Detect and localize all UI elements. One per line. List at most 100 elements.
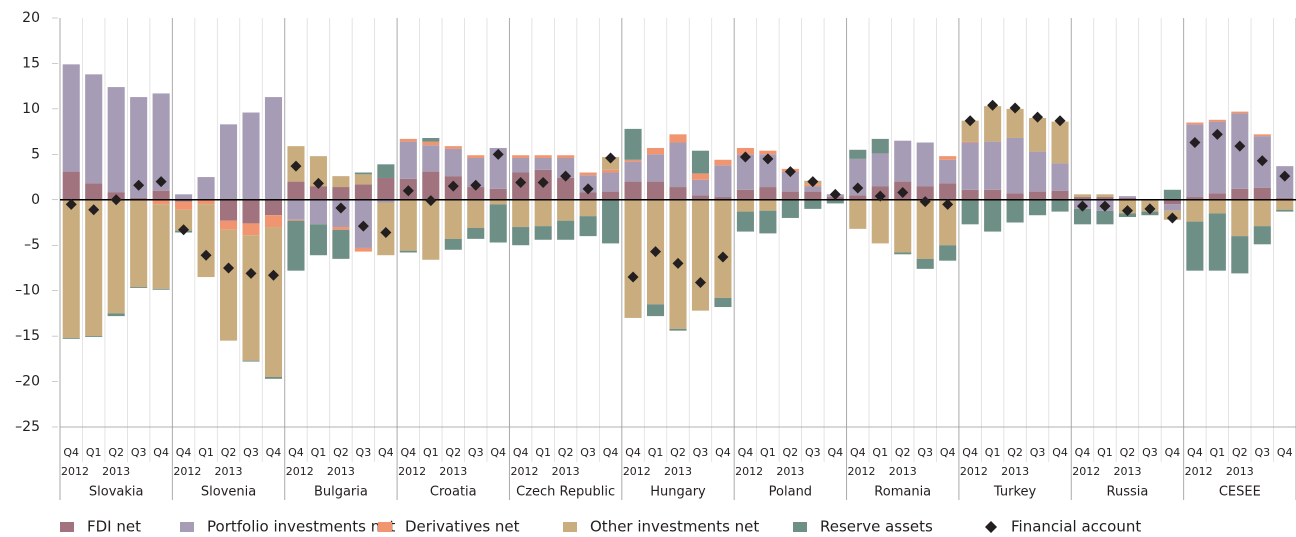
bar-segment — [1163, 204, 1181, 211]
bar-segment — [354, 172, 372, 175]
bar-segment — [669, 187, 687, 200]
x-tick-label: Q2 — [895, 446, 911, 459]
x-tick-label: Q2 — [108, 446, 124, 459]
bar-segment — [152, 190, 170, 200]
marker — [964, 115, 976, 127]
bar-segment — [871, 153, 889, 187]
marker — [447, 180, 459, 192]
year-label: 2013 — [215, 465, 243, 478]
bar-segment — [961, 141, 979, 143]
bar-segment — [579, 199, 597, 217]
year-label: 2013 — [1113, 465, 1141, 478]
bar-segment — [85, 74, 103, 184]
bar-segment — [1186, 124, 1204, 198]
x-tick-label: Q4 — [738, 446, 754, 459]
marker — [223, 262, 235, 274]
x-tick-label: Q4 — [1075, 446, 1091, 459]
x-tick-label: Q4 — [400, 446, 416, 459]
year-label: 2013 — [776, 465, 804, 478]
bar-segment — [939, 183, 957, 200]
bar-segment — [849, 199, 867, 229]
x-tick-label: Q1 — [1210, 446, 1226, 459]
bar-segment — [534, 155, 552, 158]
bar-segment — [961, 189, 979, 200]
marker — [1077, 200, 1089, 212]
x-tick-label: Q2 — [558, 446, 574, 459]
group-label: Slovenia — [201, 485, 256, 500]
x-tick-label: Q4 — [1165, 446, 1181, 459]
x-tick-label: Q4 — [603, 446, 619, 459]
legend-label: Financial account — [1011, 518, 1141, 536]
x-tick-label: Q2 — [221, 446, 237, 459]
bar-segment — [759, 154, 777, 188]
x-tick-label: Q4 — [288, 446, 304, 459]
marker — [1256, 155, 1268, 167]
bar-segment — [220, 220, 238, 230]
x-tick-label: Q1 — [423, 446, 439, 459]
bar-segment — [781, 171, 799, 192]
x-tick-label: Q1 — [648, 446, 664, 459]
bar-segment — [984, 189, 1002, 200]
x-tick-label: Q3 — [693, 446, 709, 459]
marker — [290, 160, 302, 172]
bar-segment — [691, 173, 710, 180]
legend-label: Other investments net — [590, 518, 759, 536]
x-tick-label: Q3 — [805, 446, 821, 459]
x-tick-label: Q4 — [1052, 446, 1068, 459]
bar-segment — [961, 142, 979, 190]
bar-segment — [399, 250, 417, 253]
bar-segment — [422, 171, 440, 200]
year-label: 2012 — [510, 465, 538, 478]
bar-segment — [579, 216, 597, 237]
marker — [200, 249, 212, 261]
bar-segment — [894, 199, 912, 253]
x-tick-label: Q1 — [198, 446, 214, 459]
bar-segment — [1253, 199, 1271, 227]
marker — [672, 257, 684, 269]
marker — [515, 177, 527, 189]
marker — [1234, 140, 1246, 152]
x-tick-label: Q3 — [917, 446, 933, 459]
bar-segment — [242, 112, 260, 200]
bar-segment — [669, 328, 687, 331]
marker — [560, 170, 572, 182]
x-tick-label: Q4 — [962, 446, 978, 459]
bar-segment — [287, 199, 305, 220]
x-tick-label: Q1 — [86, 446, 102, 459]
bar-segment — [444, 199, 462, 239]
bar-segment — [1118, 196, 1136, 198]
bar-segment — [377, 199, 395, 203]
bar-segment — [399, 141, 417, 179]
x-tick-label: Q2 — [1120, 446, 1136, 459]
bar-segment — [646, 147, 665, 155]
marker — [739, 151, 751, 163]
y-tick-label: –25 — [15, 419, 40, 435]
bar-segment — [1208, 213, 1226, 271]
bar-segment — [264, 199, 283, 216]
bar-segment — [916, 258, 934, 269]
bar-segment — [939, 156, 957, 160]
bar-segment — [984, 141, 1002, 190]
x-tick-label: Q4 — [378, 446, 394, 459]
marker — [357, 220, 369, 232]
bar-segment — [894, 252, 912, 255]
bar-segment — [422, 145, 440, 172]
bar-segment — [1208, 121, 1226, 194]
bar-segment — [287, 219, 305, 221]
marker — [267, 269, 279, 281]
bar-segment — [377, 164, 395, 178]
bar-segment — [1253, 134, 1271, 137]
bar-segment — [1276, 199, 1294, 210]
marker — [537, 177, 549, 189]
bar-segment — [557, 177, 575, 200]
bar-segment — [107, 87, 125, 193]
bar-segment — [220, 199, 238, 221]
bar-segment — [984, 106, 1002, 142]
bar-segment — [467, 187, 485, 200]
x-tick-label: Q4 — [715, 446, 731, 459]
bar-segment — [332, 229, 350, 259]
bar-segment — [242, 199, 260, 224]
bar-segment — [1051, 199, 1069, 212]
bar-segment — [669, 142, 687, 188]
bar-segment — [1208, 119, 1226, 122]
